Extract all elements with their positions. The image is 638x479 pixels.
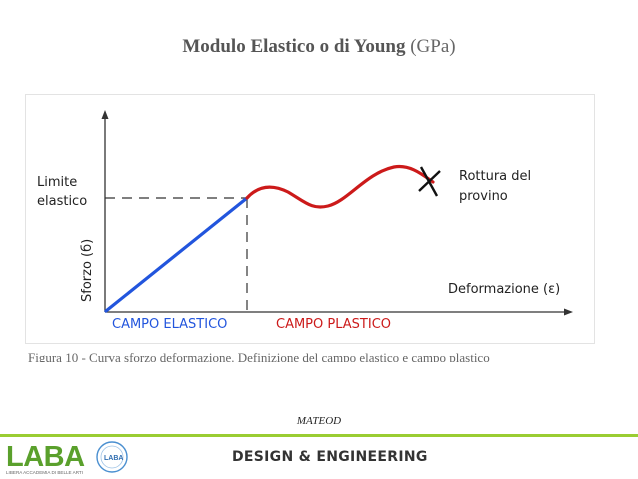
stress-strain-figure: Limite elastico Sforzo (б) Rottura del p… bbox=[25, 94, 595, 344]
rupture-label-line2: provino bbox=[459, 189, 508, 204]
limit-label-line1: Limite bbox=[37, 175, 77, 190]
stress-strain-diagram: Limite elastico Sforzo (б) Rottura del p… bbox=[37, 110, 573, 332]
logo-wordmark: LABA bbox=[6, 441, 85, 473]
elastic-curve bbox=[104, 196, 249, 313]
x-axis-arrow-icon bbox=[564, 308, 573, 316]
author: MATEOD bbox=[296, 415, 342, 427]
rupture-label-line1: Rottura del bbox=[459, 169, 531, 184]
logo-seal-text: LABA bbox=[104, 455, 123, 462]
y-axis-arrow-icon bbox=[101, 110, 109, 119]
elastic-region-label: CAMPO ELASTICO bbox=[112, 317, 227, 332]
plastic-curve bbox=[245, 164, 435, 209]
title-unit: (GPa) bbox=[410, 36, 456, 57]
x-axis-label: Deformazione (ε) bbox=[448, 282, 560, 297]
figure-caption: Figura 10 - Curva sforzo deformazione. D… bbox=[28, 350, 490, 362]
title-main: Modulo Elastico o di Young bbox=[182, 36, 406, 57]
footer-label: DESIGN & ENGINEERING bbox=[232, 449, 428, 465]
slide-title: Modulo Elastico o di Young (GPa) bbox=[0, 36, 638, 58]
limit-label-line2: elastico bbox=[37, 194, 87, 209]
y-axis-label: Sforzo (б) bbox=[80, 239, 95, 302]
footer-divider bbox=[0, 434, 638, 437]
logo-subtitle: LIBERA ACCADEMIA DI BELLE ARTI bbox=[6, 470, 83, 475]
laba-logo: LABA LIBERA ACCADEMIA DI BELLE ARTI LABA bbox=[6, 441, 128, 475]
rupture-cross-b bbox=[418, 170, 441, 192]
logo-seal-icon: LABA bbox=[96, 441, 128, 473]
plastic-region-label: CAMPO PLASTICO bbox=[276, 317, 391, 332]
